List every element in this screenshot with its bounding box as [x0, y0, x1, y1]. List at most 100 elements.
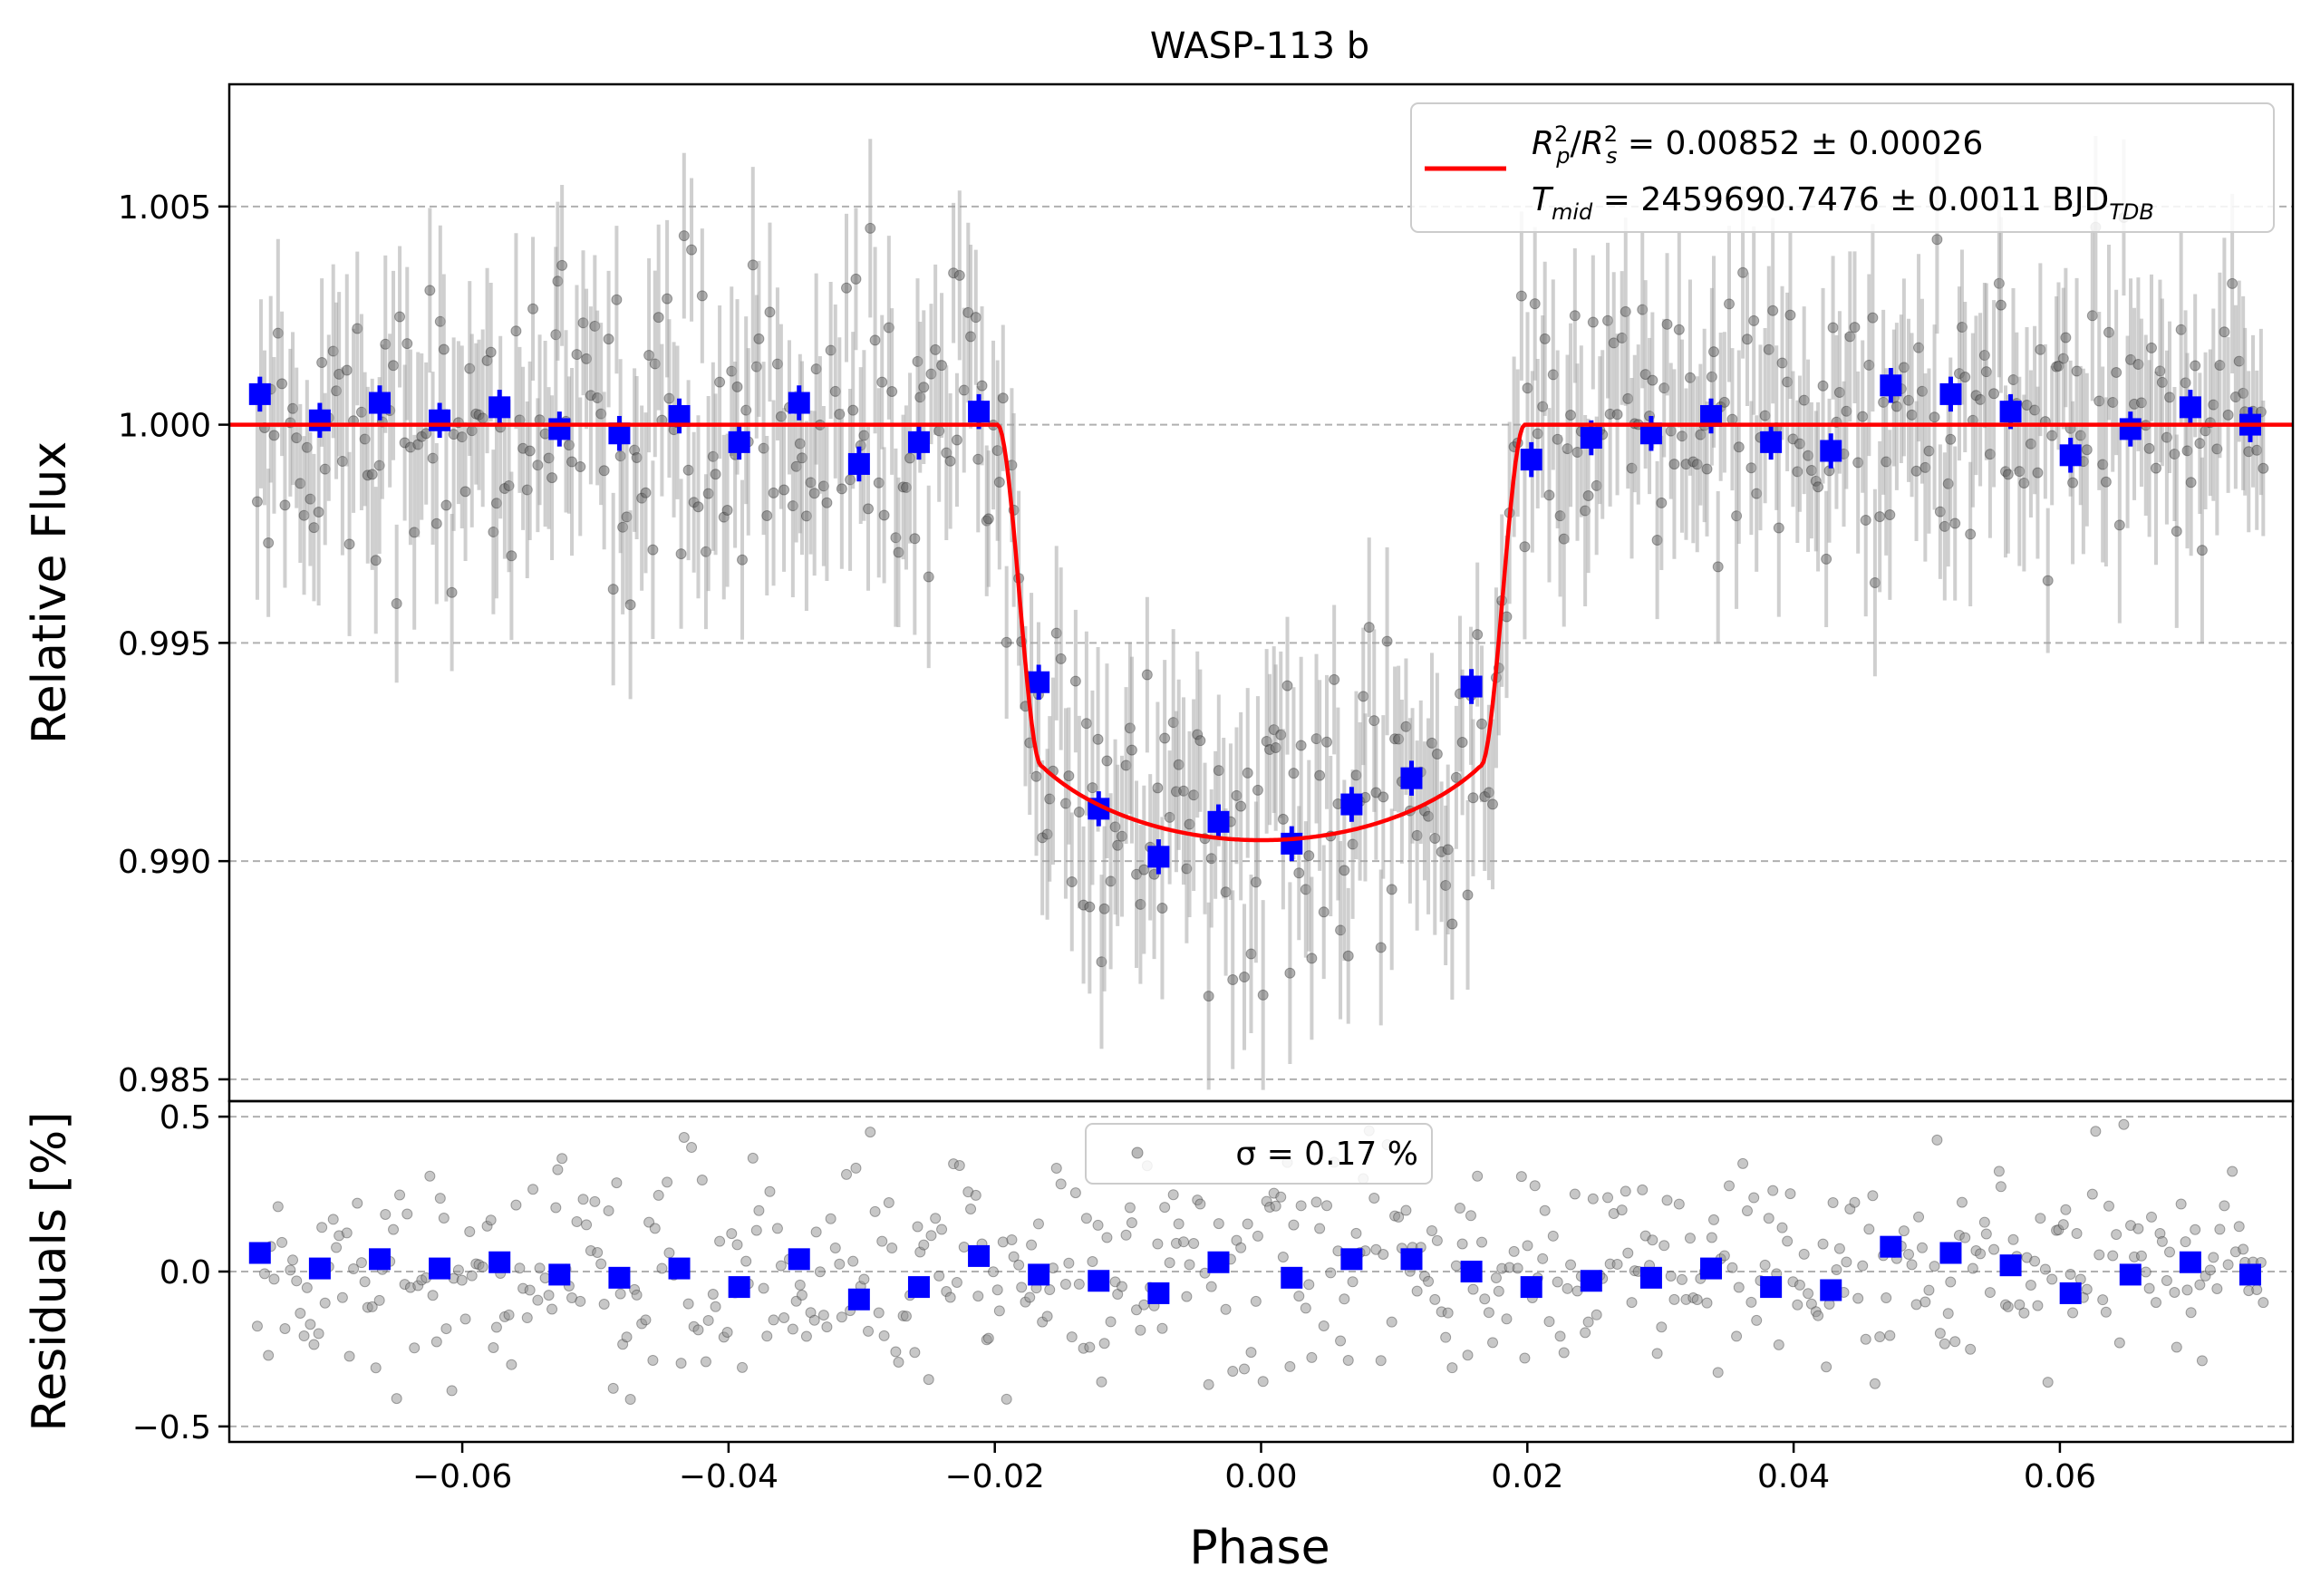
- raw-residual-point: [434, 1193, 446, 1204]
- raw-residual-point: [2090, 1126, 2102, 1137]
- raw-residual-point: [737, 1361, 749, 1373]
- raw-residual-point: [1440, 1331, 1452, 1343]
- raw-residual-point: [1691, 1294, 1703, 1306]
- raw-residual-point: [521, 1312, 533, 1324]
- raw-point: [446, 586, 458, 598]
- binned-point: [1028, 671, 1050, 693]
- raw-residual-point: [409, 1342, 421, 1354]
- raw-residual-point: [1602, 1192, 1614, 1204]
- raw-residual-point: [1227, 1366, 1239, 1378]
- raw-point: [1529, 298, 1541, 310]
- binned-residual-point: [1088, 1270, 1110, 1292]
- raw-residual-point: [923, 1374, 934, 1386]
- raw-point: [1203, 991, 1214, 1002]
- raw-point: [863, 503, 875, 515]
- raw-point: [2145, 342, 2157, 353]
- raw-residual-point: [758, 1282, 769, 1294]
- raw-residual-point: [589, 1195, 601, 1207]
- raw-point: [1995, 299, 2006, 311]
- raw-residual-point: [890, 1346, 902, 1358]
- raw-residual-point: [1032, 1218, 1044, 1230]
- raw-point: [970, 312, 981, 324]
- raw-point: [1087, 782, 1098, 794]
- raw-residual-point: [1658, 1240, 1670, 1252]
- raw-residual-point: [1841, 1256, 1852, 1268]
- raw-residual-point: [1245, 1347, 1257, 1359]
- binned-point: [369, 392, 392, 414]
- raw-residual-point: [1465, 1210, 1476, 1222]
- raw-point: [1375, 942, 1387, 953]
- raw-point: [1055, 653, 1067, 664]
- raw-point: [1378, 791, 1389, 803]
- raw-residual-point: [761, 1330, 773, 1342]
- raw-residual-point: [900, 1311, 912, 1322]
- raw-point: [1684, 372, 1696, 383]
- raw-point: [313, 507, 324, 518]
- raw-residual-point: [1490, 1272, 1502, 1283]
- raw-residual-point: [1252, 1230, 1263, 1242]
- raw-residual-point: [1995, 1181, 2006, 1193]
- raw-point: [1284, 967, 1296, 979]
- raw-residual-point: [1284, 1360, 1296, 1372]
- raw-residual-point: [272, 1201, 284, 1213]
- residual-y-axis-label: Residuals [%]: [23, 1111, 77, 1431]
- raw-residual-point: [1456, 1238, 1468, 1250]
- binned-residual-point: [1520, 1276, 1542, 1299]
- raw-point: [1066, 876, 1078, 888]
- raw-point: [662, 293, 673, 305]
- raw-residual-point: [1767, 1185, 1779, 1196]
- raw-residual-point: [1849, 1196, 1861, 1208]
- raw-point: [2196, 545, 2208, 556]
- raw-residual-point: [1827, 1196, 1839, 1208]
- raw-residual-point: [936, 1224, 948, 1235]
- binned-point: [488, 396, 511, 419]
- raw-point: [850, 273, 862, 285]
- raw-residual-point: [1370, 1243, 1382, 1255]
- raw-residual-point: [394, 1189, 406, 1201]
- raw-point: [1472, 629, 1484, 641]
- raw-residual-point: [1242, 1218, 1253, 1230]
- chart-title: WASP-113 b: [1150, 25, 1369, 67]
- raw-residual-point: [452, 1264, 464, 1276]
- raw-residual-point: [1522, 1240, 1533, 1252]
- raw-residual-point: [575, 1295, 586, 1307]
- raw-point: [1923, 445, 1935, 457]
- raw-residual-point: [1024, 1291, 1036, 1303]
- raw-residual-point: [1321, 1200, 1333, 1212]
- raw-residual-point: [1906, 1259, 1918, 1271]
- binned-residual-point: [907, 1276, 930, 1299]
- raw-residual-point: [883, 1196, 894, 1208]
- raw-residual-point: [2145, 1211, 2157, 1223]
- residual-panel-raw-data: [251, 1118, 2269, 1406]
- raw-residual-point: [1300, 1302, 1311, 1314]
- raw-residual-point: [817, 1310, 829, 1321]
- raw-residual-point: [2029, 1255, 2041, 1267]
- x-tick-label: 0.06: [2024, 1458, 2096, 1495]
- raw-residual-point: [649, 1223, 661, 1234]
- residual-panel-binned-data: [248, 1235, 2261, 1311]
- raw-point: [731, 381, 743, 392]
- raw-residual-point: [1235, 1242, 1247, 1253]
- raw-residual-point: [1487, 1337, 1499, 1349]
- raw-residual-point: [993, 1305, 1005, 1317]
- raw-residual-point: [1562, 1282, 1573, 1294]
- raw-residual-point: [1194, 1198, 1206, 1210]
- raw-residual-point: [1547, 1230, 1559, 1242]
- raw-residual-point: [1620, 1185, 1631, 1197]
- raw-point: [394, 311, 406, 323]
- binned-point: [1400, 767, 1423, 789]
- raw-point: [1431, 749, 1443, 760]
- raw-point: [268, 430, 280, 441]
- raw-residual-point: [2156, 1235, 2168, 1247]
- raw-residual-point: [2190, 1224, 2201, 1235]
- raw-point: [1656, 497, 1668, 508]
- raw-residual-point: [1988, 1243, 2000, 1255]
- raw-point: [1306, 953, 1318, 964]
- raw-point: [710, 469, 721, 480]
- raw-point: [2081, 444, 2093, 456]
- raw-point: [603, 334, 614, 345]
- raw-residual-point: [327, 1214, 339, 1225]
- raw-residual-point: [2143, 1282, 2155, 1294]
- raw-residual-point: [912, 1221, 923, 1233]
- raw-residual-point: [1591, 1309, 1602, 1320]
